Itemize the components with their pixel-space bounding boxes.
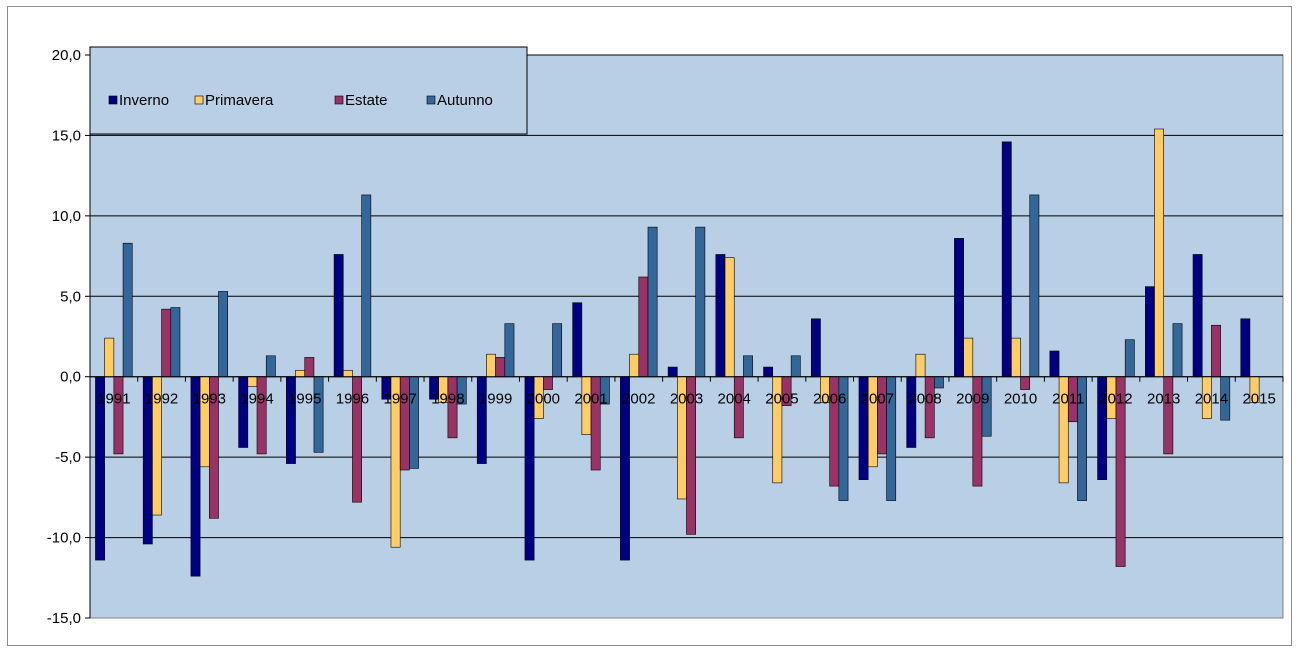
legend-swatch-primavera (194, 95, 204, 105)
bar-autunno-2012 (1124, 339, 1135, 378)
y-tick-label: -5,0 (55, 449, 81, 466)
bar-autunno-1996 (361, 194, 372, 378)
bar-primavera-2008 (915, 353, 926, 378)
x-tick-label: 1994 (240, 391, 273, 408)
x-tick-label: 2000 (527, 391, 560, 408)
bar-inverno-2009 (954, 238, 964, 378)
bar-estate-1995 (304, 357, 315, 378)
bar-inverno-2006 (810, 318, 821, 378)
x-tick-label: 2012 (1099, 391, 1132, 408)
y-tick-label: 10,0 (52, 208, 81, 225)
y-tick-label: 15,0 (52, 127, 81, 144)
bar-chart: 1991 1992 1993 1994 1995 1996 1997 1998 1999 2000… (47, 46, 1284, 627)
bar-inverno-1994 (238, 376, 249, 448)
y-tick-label: 5,0 (60, 288, 81, 305)
x-tick-label: 1991 (97, 391, 130, 408)
bar-estate-1992 (161, 308, 172, 378)
x-tick-label: 2003 (670, 391, 703, 408)
x-tick-label: 1998 (431, 391, 464, 408)
bar-autunno-1995 (313, 376, 324, 453)
bar-inverno-2005 (763, 366, 774, 378)
x-tick-label: 1997 (383, 391, 416, 408)
bar-estate-2013 (1163, 376, 1174, 455)
x-tick-label: 1996 (336, 391, 369, 408)
bar-estate-1999 (495, 357, 506, 378)
legend-swatch-estate (334, 95, 344, 105)
legend-swatch-inverno (108, 95, 118, 105)
bar-inverno-2010 (1001, 141, 1012, 378)
bar-primavera-2004 (724, 257, 735, 378)
bar-inverno-2011 (1049, 350, 1060, 378)
bar-autunno-1992 (170, 307, 181, 378)
bar-estate-2007 (877, 376, 887, 455)
y-tick-label: 0,0 (60, 369, 81, 386)
x-tick-label: 2013 (1147, 391, 1180, 408)
bar-autunno-2003 (695, 226, 706, 378)
bar-estate-2010 (1020, 376, 1031, 390)
legend-label-primavera: Primavera (205, 92, 274, 109)
x-tick-label: 2005 (765, 391, 798, 408)
x-tick-label: 2008 (908, 391, 941, 408)
bar-estate-2002 (638, 276, 649, 378)
bar-inverno-2004 (715, 254, 726, 378)
bar-primavera-1996 (342, 369, 353, 378)
y-tick-label: -10,0 (47, 530, 81, 547)
y-tick-label: 20,0 (52, 47, 81, 64)
bar-estate-2014 (1211, 324, 1221, 378)
x-tick-label: 2015 (1242, 391, 1275, 408)
x-tick-label: 2006 (813, 391, 846, 408)
bar-inverno-2014 (1192, 254, 1203, 378)
bar-inverno-2003 (667, 366, 678, 378)
legend-box (89, 46, 528, 135)
bar-primavera-2002 (629, 353, 640, 378)
x-tick-label: 2011 (1052, 391, 1084, 408)
x-tick-label: 1999 (479, 391, 512, 408)
bar-primavera-1991 (104, 337, 115, 378)
x-tick-label: 2001 (574, 391, 607, 408)
bar-autunno-2010 (1029, 194, 1040, 378)
bar-primavera-1994 (247, 376, 258, 387)
bar-primavera-2013 (1154, 128, 1164, 378)
bar-primavera-1999 (486, 353, 496, 378)
chart-frame: 1991 1992 1993 1994 1995 1996 1997 1998 1999 2000… (7, 6, 1292, 646)
y-tick-label: -15,0 (47, 610, 81, 627)
bar-inverno-2001 (572, 302, 583, 378)
legend-swatch-autunno (426, 95, 436, 105)
x-tick-label: 2014 (1195, 391, 1228, 408)
bar-autunno-1994 (265, 355, 276, 378)
bar-autunno-2004 (743, 355, 753, 378)
x-tick-label: 2010 (1004, 391, 1037, 408)
bar-autunno-1991 (122, 242, 133, 378)
legend-label-autunno: Autunno (437, 92, 493, 109)
bar-estate-1994 (256, 376, 267, 455)
bar-primavera-2009 (963, 337, 974, 378)
bar-inverno-2015 (1240, 318, 1251, 378)
bar-autunno-2013 (1172, 323, 1183, 378)
bar-autunno-1999 (504, 323, 515, 378)
x-tick-label: 1995 (288, 391, 321, 408)
x-tick-label: 1993 (193, 391, 226, 408)
x-tick-label: 2002 (622, 391, 655, 408)
legend-label-estate: Estate (345, 92, 388, 109)
bar-autunno-2000 (552, 323, 563, 378)
bar-autunno-1993 (218, 291, 228, 378)
x-tick-label: 2004 (718, 391, 751, 408)
x-tick-label: 2009 (956, 391, 989, 408)
x-tick-label: 2007 (861, 391, 894, 408)
bar-primavera-1995 (295, 369, 306, 378)
x-tick-label: 1992 (145, 391, 178, 408)
bar-estate-1991 (113, 376, 124, 455)
bar-autunno-2008 (933, 376, 944, 389)
bar-primavera-2010 (1011, 337, 1021, 378)
bar-autunno-2002 (647, 226, 658, 378)
bar-inverno-2008 (906, 376, 917, 448)
bar-estate-2000 (543, 376, 553, 390)
legend-label-inverno: Inverno (119, 92, 169, 109)
bar-inverno-1996 (333, 254, 344, 378)
bar-inverno-2013 (1145, 286, 1155, 378)
bar-autunno-2005 (790, 355, 801, 378)
